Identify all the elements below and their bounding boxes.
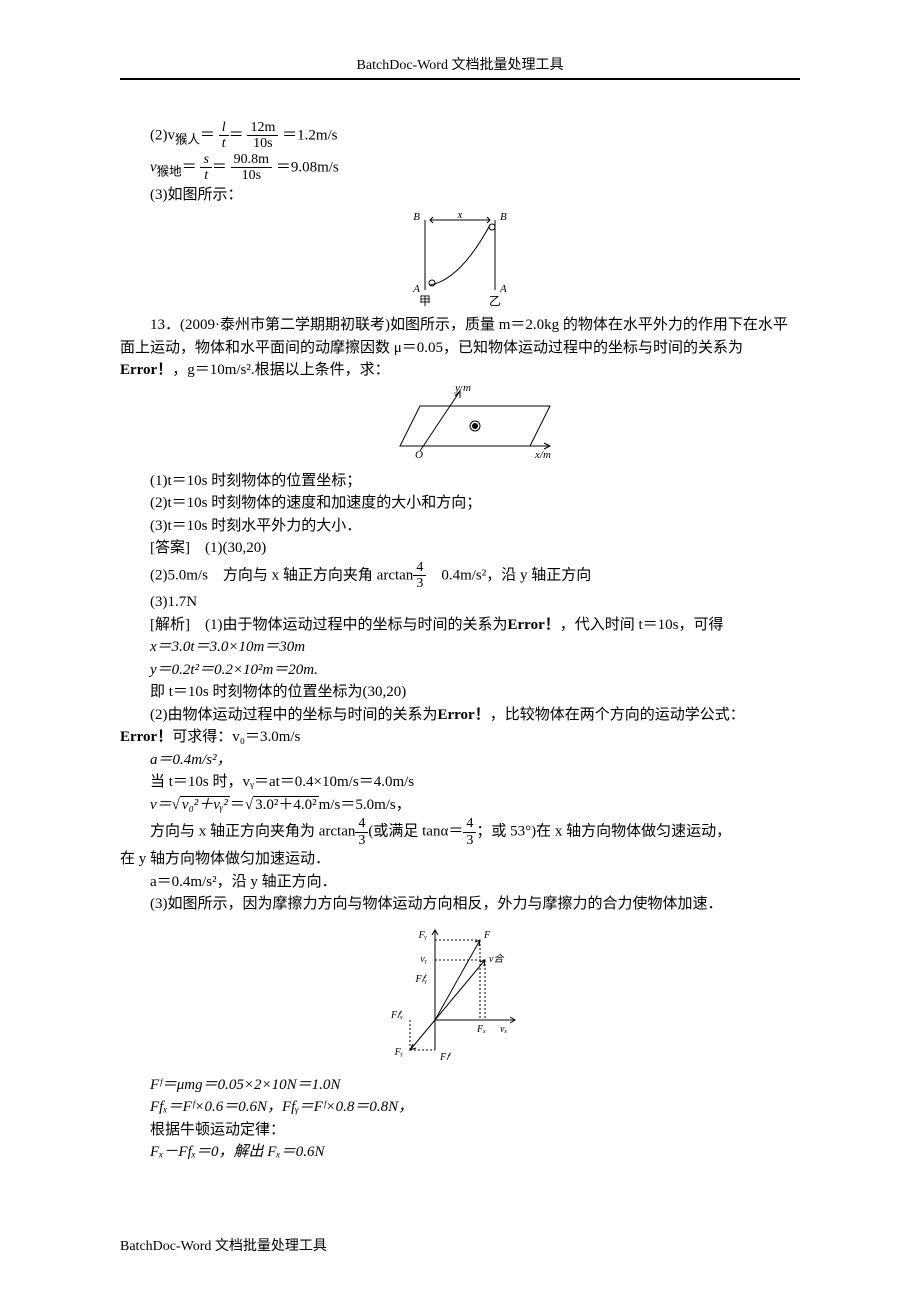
- line-3: (3)如图所示：: [150, 184, 800, 207]
- solution-dir: 方向与 x 轴正方向夹角为 arctan43(或满足 tanα＝43；或 53°…: [150, 816, 800, 848]
- eq-v-monkey-person: (2)v猴人＝ lt＝ 12m10s ＝1.2m/s: [150, 120, 800, 152]
- solution-v: v＝v₀²＋vᵧ²＝3.0²＋4.0²m/s＝5.0m/s，: [150, 794, 800, 817]
- svg-text:Fᵧ: Fᵧ: [394, 1047, 404, 1058]
- eq-fx: Fₓ－Ffₓ＝0，解出 Fₓ＝0.6N: [150, 1141, 800, 1164]
- svg-text:甲: 甲: [419, 294, 431, 308]
- question-3: (3)t＝10s 时刻水平外力的大小．: [150, 515, 800, 538]
- solution-2a: (2)由物体运动过程中的坐标与时间的关系为Error！，比较物体在两个方向的运动…: [150, 704, 800, 727]
- svg-text:vᵧ: vᵧ: [420, 954, 427, 965]
- question-2: (2)t＝10s 时刻物体的速度和加速度的大小和方向；: [150, 492, 800, 515]
- answer-line-1: [答案] (1)(30,20): [150, 537, 800, 560]
- solution-a2: a＝0.4m/s²，沿 y 轴正方向．: [150, 871, 800, 894]
- eq-ff: Fᶠ＝μmg＝0.05×2×10N＝1.0N: [150, 1074, 800, 1097]
- solution-3: (3)如图所示，因为摩擦力方向与物体运动方向相反，外力与摩擦力的合力使物体加速．: [150, 893, 800, 916]
- solution-a: a＝0.4m/s²，: [150, 749, 800, 772]
- svg-text:乙: 乙: [489, 294, 501, 308]
- solution-vy: 当 t＝10s 时，vᵧ＝at＝0.4×10m/s＝4.0m/s: [150, 771, 800, 794]
- question-1: (1)t＝10s 时刻物体的位置坐标；: [150, 470, 800, 493]
- svg-text:O: O: [415, 449, 423, 461]
- solution-yaxis: 在 y 轴方向物体做匀加速运动．: [120, 848, 800, 871]
- eq-ffx: Ffₓ＝Fᶠ×0.6＝0.6N，Ffᵧ＝Fᶠ×0.8＝0.8N，: [150, 1096, 800, 1119]
- svg-text:B: B: [500, 211, 507, 223]
- page-footer: BatchDoc-Word 文档批量处理工具: [120, 1236, 327, 1257]
- answer-line-3: (3)1.7N: [150, 591, 800, 614]
- figure-xy-plane: y/m x/m O: [360, 386, 560, 466]
- svg-text:F: F: [483, 930, 491, 941]
- eq-newton: 根据牛顿运动定律：: [150, 1119, 800, 1142]
- solution-x: x＝3.0t＝3.0×10m＝30m: [150, 636, 800, 659]
- svg-text:Fₓ: Fₓ: [476, 1024, 486, 1035]
- svg-text:F𝑓: F𝑓: [439, 1052, 452, 1063]
- page-header: BatchDoc-Word 文档批量处理工具: [120, 55, 800, 80]
- svg-text:x: x: [457, 210, 463, 221]
- svg-text:F𝑓ₓ: F𝑓ₓ: [390, 1010, 403, 1021]
- svg-text:v合: v合: [489, 953, 504, 965]
- eq-v-monkey-ground: v猴地＝ st＝ 90.8m10s ＝9.08m/s: [150, 152, 800, 184]
- problem-13: 13．(2009·泰州市第二学期期初联考)如图所示，质量 m＝2.0kg 的物体…: [120, 314, 800, 382]
- answer-line-2: (2)5.0m/s 方向与 x 轴正方向夹角 arctan43 0.4m/s²，…: [150, 560, 800, 592]
- svg-text:vₓ: vₓ: [500, 1024, 507, 1035]
- svg-text:B: B: [413, 211, 420, 223]
- solution-2c: Error！可求得：v₀＝3.0m/s: [120, 726, 800, 749]
- svg-text:x/m: x/m: [534, 449, 551, 461]
- solution-pos: 即 t＝10s 时刻物体的位置坐标为(30,20): [150, 681, 800, 704]
- svg-text:Fᵧ: Fᵧ: [418, 930, 428, 941]
- figure-monkey-pole: B B x A A 甲 乙: [400, 210, 520, 310]
- solution-1: [解析] (1)由于物体运动过程中的坐标与时间的关系为Error！，代入时间 t…: [150, 614, 800, 637]
- solution-y: y＝0.2t²＝0.2×10²m＝20m.: [150, 659, 800, 682]
- figure-force: Fᵧ F vᵧ v合 F𝑓ᵧ F𝑓ₓ Fₓ vₓ Fᵧ F𝑓: [385, 920, 535, 1070]
- svg-text:y/m: y/m: [454, 386, 471, 394]
- svg-text:F𝑓ᵧ: F𝑓ᵧ: [414, 974, 427, 985]
